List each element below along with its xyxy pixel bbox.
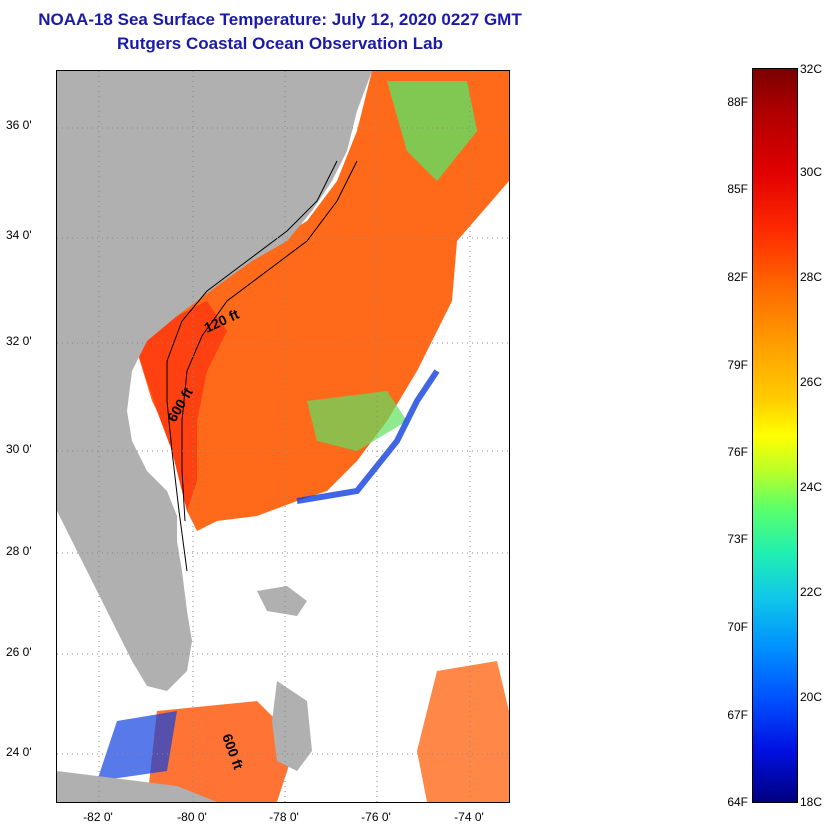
colorbar-c-20: 20C (800, 690, 823, 704)
sst-hot-shelf-water (137, 301, 227, 511)
colorbar-c-32: 32C (800, 62, 823, 76)
lon-label-80: -80 0' (177, 810, 207, 824)
land-cuba (57, 771, 217, 802)
colorbar-f-67: 67F (727, 708, 748, 722)
temperature-colorbar (752, 68, 798, 803)
colorbar-f-73: 73F (727, 532, 748, 546)
land-andros (272, 681, 312, 771)
colorbar-f-70: 70F (727, 620, 748, 634)
lat-label-24: 24 0' (6, 745, 32, 759)
lat-label-34: 34 0' (6, 228, 32, 242)
sst-southeast-patch (417, 661, 509, 802)
colorbar-f-85: 85F (727, 182, 748, 196)
colorbar-c-26: 26C (800, 375, 823, 389)
lat-label-28: 28 0' (6, 544, 32, 558)
land-bahamas (257, 586, 307, 616)
lat-label-32: 32 0' (6, 334, 32, 348)
lon-label-82: -82 0' (83, 810, 113, 824)
contour-120ft (166, 160, 338, 572)
graticule (57, 71, 509, 802)
sst-green-patch (387, 81, 477, 181)
colorbar-f-88: 88F (727, 95, 748, 109)
sst-blue-edge (296, 369, 440, 504)
colorbar-f-82: 82F (727, 270, 748, 284)
colorbar-c-18: 18C (800, 795, 823, 809)
sst-warm-shelf-water (137, 71, 509, 531)
map-subtitle: Rutgers Coastal Ocean Observation Lab (117, 34, 443, 53)
lon-label-76: -76 0' (361, 810, 391, 824)
sst-south-blue (97, 711, 177, 781)
colorbar-c-30: 30C (800, 165, 823, 179)
lon-label-74: -74 0' (454, 810, 484, 824)
map-title: NOAA-18 Sea Surface Temperature: July 12… (38, 10, 522, 29)
land-southeast-us (57, 71, 372, 691)
colorbar-f-79: 79F (727, 358, 748, 372)
lat-label-36: 36 0' (6, 118, 32, 132)
colorbar-c-28: 28C (800, 270, 823, 284)
sst-south-patch (147, 701, 297, 802)
lon-label-78: -78 0' (269, 810, 299, 824)
colorbar-c-24: 24C (800, 480, 823, 494)
colorbar-c-22: 22C (800, 585, 823, 599)
colorbar-f-64: 64F (727, 795, 748, 809)
sst-green-patch-2 (307, 391, 407, 451)
colorbar-f-76: 76F (727, 445, 748, 459)
sst-map: 120 ft 600 ft 600 ft (56, 70, 510, 803)
contour-600ft (181, 160, 358, 522)
lat-label-30: 30 0' (6, 442, 32, 456)
lat-label-26: 26 0' (6, 645, 32, 659)
